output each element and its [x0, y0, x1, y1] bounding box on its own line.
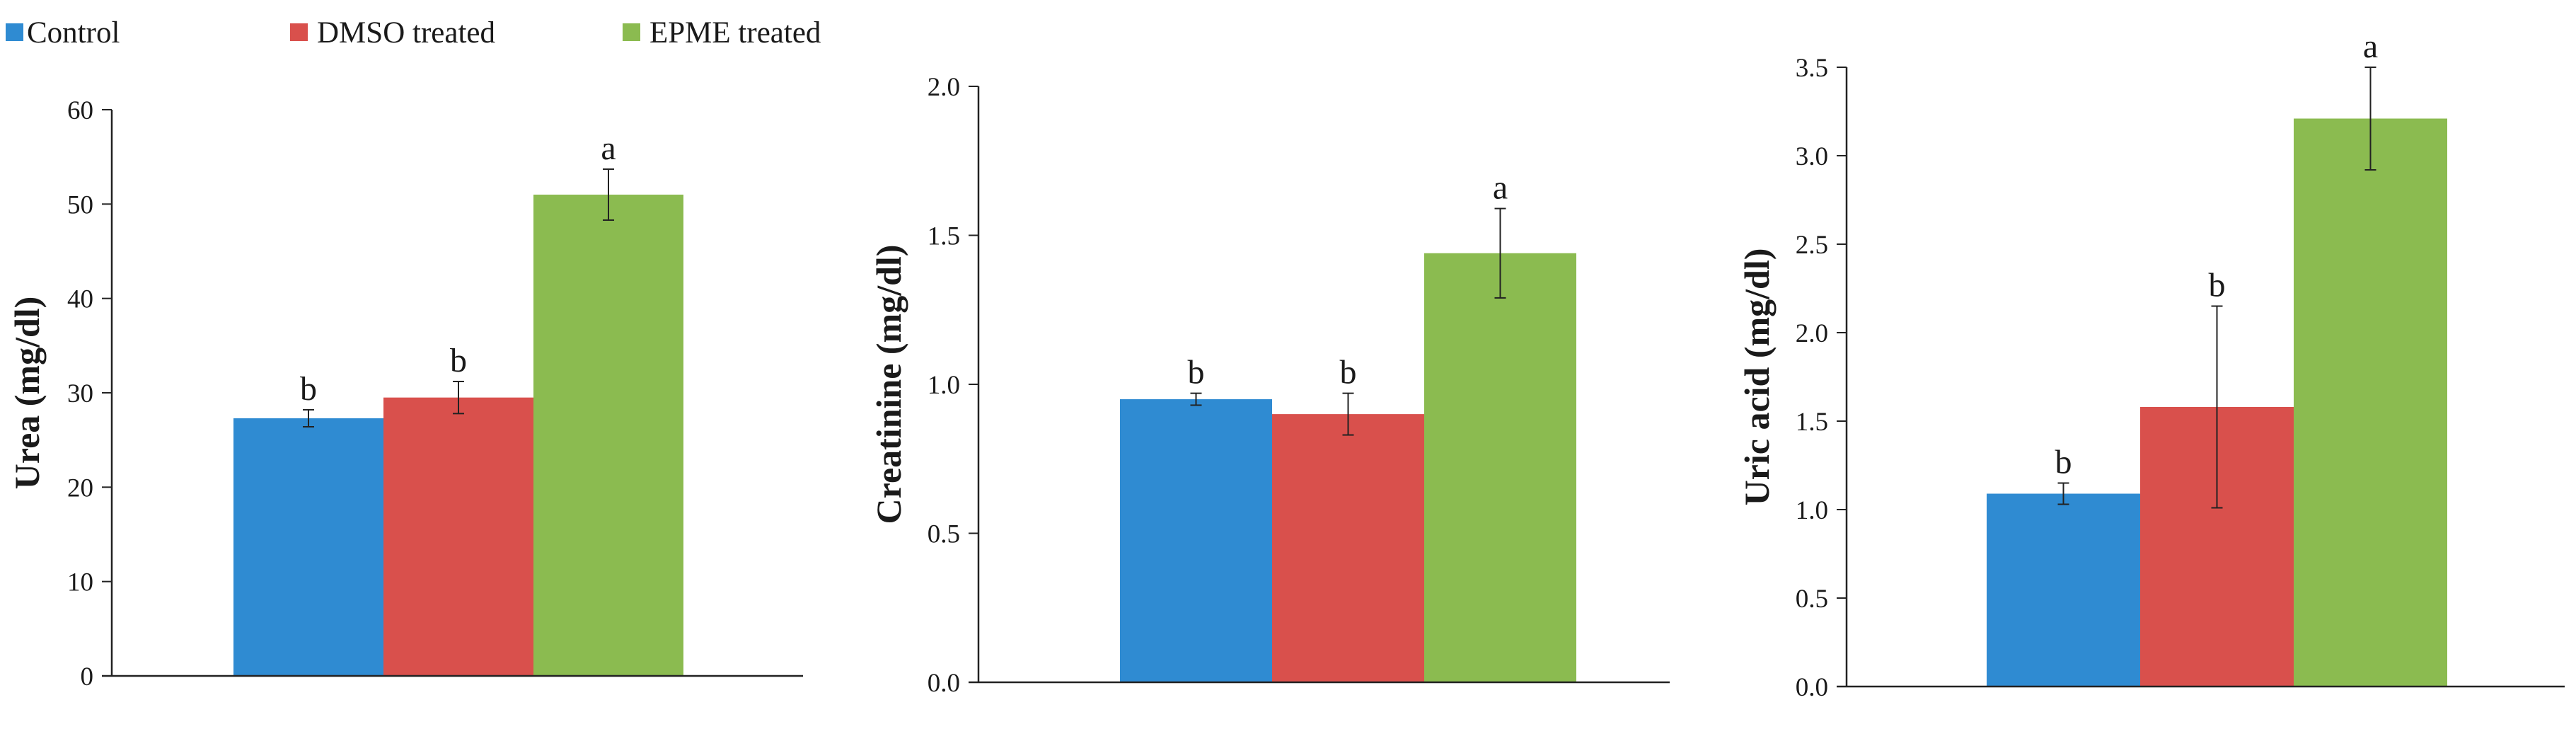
bar-1 [1120, 399, 1272, 682]
legend-swatch-1 [6, 23, 23, 41]
y-tick-label-4: 2.0 [1796, 319, 1828, 348]
bar-2 [383, 397, 533, 676]
legend-label-3: EPME treated [649, 16, 821, 50]
legend-swatch-2 [290, 23, 308, 41]
y-tick-label-2: 1.0 [928, 371, 960, 400]
bar-1 [233, 418, 383, 676]
y-tick-label-4: 40 [67, 285, 93, 314]
error-bar-2 [2211, 305, 2223, 509]
y-tick-label-6: 3.0 [1796, 142, 1828, 171]
y-tick-label-2: 20 [67, 473, 93, 503]
y-tick-label-4: 2.0 [928, 73, 960, 102]
legend: Control DMSO treated EPME treated [6, 16, 821, 50]
significance-label-2: b [450, 342, 467, 379]
significance-label-3: a [2363, 28, 2378, 65]
bar-3 [2294, 118, 2447, 687]
error-bar-2 [453, 381, 464, 415]
significance-label-1: b [300, 370, 317, 408]
y-tick-label-0: 0.0 [928, 669, 960, 698]
y-tick-label-1: 10 [67, 568, 93, 597]
significance-label-2: b [1340, 354, 1357, 391]
y-tick-label-6: 60 [67, 96, 93, 125]
y-tick-label-3: 1.5 [1796, 408, 1828, 437]
y-axis-label: Urea (mg/dl) [7, 297, 47, 490]
error-bar-3 [2364, 67, 2376, 171]
error-bar-1 [1190, 392, 1202, 406]
significance-label-1: b [2055, 444, 2072, 481]
y-tick-label-1: 0.5 [928, 520, 960, 549]
y-axis-label: Uric acid (mg/dl) [1737, 248, 1777, 506]
legend-swatch-3 [623, 23, 640, 41]
y-tick-label-0: 0.0 [1796, 673, 1828, 702]
y-tick-label-3: 1.5 [928, 222, 960, 251]
y-axis-label: Creatinine (mg/dl) [869, 245, 908, 524]
error-bar-3 [603, 168, 614, 221]
bar-2 [1272, 414, 1424, 682]
chart-panel-1: b b a 0 10 20 30 40 50 60 Urea (mg/dl) [7, 96, 803, 691]
y-tick-label-5: 2.5 [1796, 231, 1828, 260]
error-bar-3 [1494, 207, 1506, 299]
legend-label-2: DMSO treated [317, 16, 495, 50]
legend-label-1: Control [27, 16, 120, 50]
bar-3 [533, 195, 683, 676]
significance-label-3: a [1493, 169, 1508, 207]
y-tick-label-2: 1.0 [1796, 496, 1828, 525]
error-bar-1 [303, 409, 314, 427]
y-tick-label-7: 3.5 [1796, 54, 1828, 83]
bar-3 [1424, 253, 1576, 682]
y-tick-label-1: 0.5 [1796, 585, 1828, 614]
y-tick-label-0: 0 [81, 662, 94, 691]
chart-panel-2: b b a 0.0 0.5 1.0 1.5 2.0 Creatinine (mg/dl) [869, 73, 1670, 698]
error-bar-1 [2057, 482, 2069, 505]
y-tick-label-5: 50 [67, 190, 93, 219]
significance-label-1: b [1188, 354, 1205, 391]
significance-label-2: b [2209, 267, 2226, 304]
error-bar-2 [1342, 392, 1354, 436]
charts: b b a 0 10 20 30 40 50 60 Urea (mg/dl) b b a 0.0 0.5 1.0… [7, 28, 2565, 702]
significance-label-3: a [601, 130, 616, 167]
chart-panel-3: b b a 0.0 0.5 1.0 1.5 2.0 2.5 3.0 3.5 Uric acid (mg… [1737, 28, 2565, 702]
y-tick-label-3: 30 [67, 379, 93, 408]
bar-1 [1987, 493, 2140, 687]
